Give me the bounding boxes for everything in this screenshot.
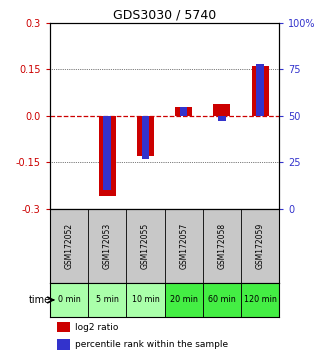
Bar	[137, 116, 154, 156]
Text: log2 ratio: log2 ratio	[75, 323, 118, 332]
Text: 20 min: 20 min	[170, 296, 198, 304]
Bar	[88, 283, 126, 317]
Text: 0 min: 0 min	[57, 296, 80, 304]
Bar	[252, 66, 269, 116]
Bar	[99, 116, 116, 196]
Text: percentile rank within the sample: percentile rank within the sample	[75, 340, 228, 349]
Bar	[50, 283, 88, 317]
Bar	[256, 64, 264, 116]
Bar	[175, 107, 192, 116]
Bar	[56, 322, 70, 332]
Bar	[203, 283, 241, 317]
Bar	[142, 116, 149, 159]
Bar	[213, 103, 230, 116]
Text: 10 min: 10 min	[132, 296, 159, 304]
Text: 5 min: 5 min	[96, 296, 118, 304]
Bar	[218, 116, 226, 121]
Bar	[126, 283, 164, 317]
Text: GSM172057: GSM172057	[179, 223, 188, 269]
Text: GSM172058: GSM172058	[217, 223, 226, 269]
Text: GSM172059: GSM172059	[256, 223, 265, 269]
Text: GSM172055: GSM172055	[141, 223, 150, 269]
Bar	[103, 116, 111, 190]
Text: GSM172052: GSM172052	[65, 223, 74, 269]
Bar	[180, 107, 187, 116]
Text: 120 min: 120 min	[244, 296, 277, 304]
Title: GDS3030 / 5740: GDS3030 / 5740	[113, 9, 216, 22]
Text: GSM172053: GSM172053	[103, 223, 112, 269]
Bar	[164, 283, 203, 317]
Bar	[241, 283, 279, 317]
Bar	[56, 339, 70, 349]
Text: time: time	[28, 295, 50, 305]
Text: 60 min: 60 min	[208, 296, 236, 304]
